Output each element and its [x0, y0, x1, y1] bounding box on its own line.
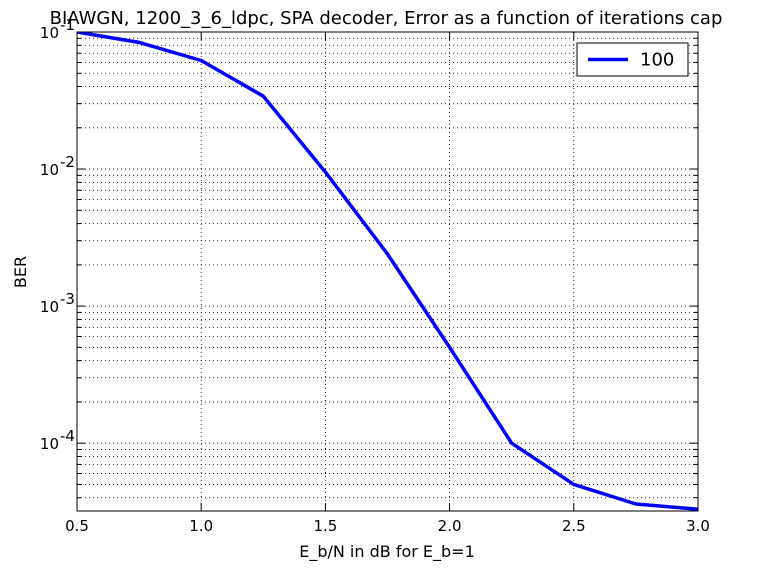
- series-line-100: [77, 32, 698, 511]
- grid-lines: [77, 32, 698, 511]
- x-tick-label: 2.0: [438, 517, 462, 535]
- y-tick-exponent: -1: [60, 16, 75, 34]
- legend-box: [576, 42, 689, 77]
- x-tick-label: 2.5: [562, 517, 586, 535]
- y-tick-exponent: -3: [60, 290, 75, 308]
- y-tick-label: 10: [40, 298, 59, 316]
- plot-frame: [76, 31, 699, 512]
- x-tick-labels: 0.5 1.0 1.5 2.0 2.5 3.0: [65, 517, 710, 535]
- y-tick-label: 10: [40, 161, 59, 179]
- y-axis-title: BER: [11, 256, 30, 288]
- chart-title: BIAWGN, 1200_3_6_ldpc, SPA decoder, Erro…: [50, 8, 723, 29]
- x-tick-label: 3.0: [686, 517, 710, 535]
- x-tick-label: 0.5: [65, 517, 89, 535]
- series-layer: [77, 32, 698, 511]
- y-tick-labels: 10-110-210-310-4: [40, 16, 75, 453]
- y-tick-exponent: -4: [60, 427, 75, 445]
- x-axis-title: E_b/N in dB for E_b=1: [299, 542, 475, 562]
- x-tick-label: 1.5: [313, 517, 337, 535]
- legend-label: 100: [640, 50, 674, 71]
- y-tick-label: 10: [40, 24, 59, 42]
- y-tick-exponent: -2: [60, 153, 75, 171]
- legend: 100: [576, 42, 689, 77]
- y-tick-label: 10: [40, 435, 59, 453]
- axis-ticks: [76, 31, 699, 511]
- x-tick-label: 1.0: [189, 517, 213, 535]
